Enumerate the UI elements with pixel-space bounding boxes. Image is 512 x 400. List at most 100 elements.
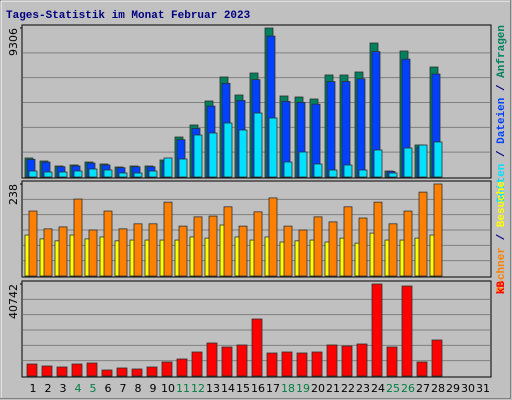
bar <box>43 228 53 277</box>
bar <box>208 132 218 178</box>
bar <box>133 172 143 178</box>
bar <box>133 223 143 277</box>
bar <box>341 345 353 377</box>
bar <box>178 158 188 178</box>
bar <box>356 78 366 178</box>
bar <box>403 210 413 277</box>
legend-separator: / <box>496 227 508 247</box>
bar <box>341 81 351 178</box>
bar <box>86 362 98 377</box>
y-tick-label: 238 <box>7 184 20 205</box>
x-tick-label: 13 <box>206 382 220 395</box>
bar <box>88 168 98 178</box>
bar <box>118 172 128 178</box>
bar <box>356 343 368 377</box>
bar <box>238 225 248 277</box>
bar <box>193 216 203 277</box>
bar <box>58 226 68 277</box>
legend-entry: kB <box>496 281 508 295</box>
bar <box>148 170 158 178</box>
legend-entry: Rechner <box>496 247 508 293</box>
x-tick-label: 12 <box>191 382 205 395</box>
bar <box>403 147 413 178</box>
bar <box>103 210 113 277</box>
bar <box>251 318 263 377</box>
x-tick-label: 1 <box>30 382 37 395</box>
bar <box>26 363 38 377</box>
bar <box>266 352 278 377</box>
x-tick-label: 14 <box>221 382 235 395</box>
bar <box>238 129 248 178</box>
x-tick-label: 4 <box>75 382 82 395</box>
legend: Seiten / Dateien / Anfragen <box>496 25 508 203</box>
x-tick-label: 24 <box>371 382 385 395</box>
x-tick-label: 2 <box>45 382 52 395</box>
x-tick-label: 16 <box>251 382 265 395</box>
bar <box>253 211 263 277</box>
bar <box>223 206 233 277</box>
bar <box>358 169 368 178</box>
bar <box>373 201 383 277</box>
x-tick-label: 7 <box>120 382 127 395</box>
bar <box>371 283 383 377</box>
x-tick-label: 20 <box>311 382 325 395</box>
bar <box>373 149 383 178</box>
bar <box>221 346 233 377</box>
bar <box>328 221 338 277</box>
bar <box>418 144 428 178</box>
bar <box>313 216 323 277</box>
x-tick-label: 17 <box>266 382 280 395</box>
bar <box>56 366 68 377</box>
bar <box>268 197 278 277</box>
bar <box>71 363 83 377</box>
legend-entry: Anfragen <box>496 25 508 78</box>
bar <box>268 117 278 178</box>
bar <box>103 169 113 178</box>
x-tick-label: 26 <box>401 382 415 395</box>
bar <box>118 228 128 277</box>
bar <box>328 169 338 178</box>
bar <box>208 215 218 277</box>
bar <box>433 183 443 277</box>
y-tick-label: 9306 <box>7 28 20 56</box>
bar <box>313 163 323 178</box>
bar <box>433 141 443 178</box>
bar <box>178 225 188 277</box>
bar <box>388 223 398 277</box>
bar <box>326 81 336 178</box>
x-tick-label: 28 <box>431 382 445 395</box>
bar <box>28 170 38 178</box>
bar <box>298 229 308 277</box>
bar <box>416 361 428 377</box>
bar <box>148 223 158 277</box>
bar <box>116 367 128 377</box>
legend-separator: / <box>496 144 508 164</box>
bar <box>283 161 293 178</box>
x-tick-label: 27 <box>416 382 430 395</box>
bar <box>101 369 113 377</box>
x-tick-label: 5 <box>90 382 97 395</box>
y-tick-label: 40742 <box>7 284 20 319</box>
bar <box>43 171 53 178</box>
x-tick-label: 25 <box>386 382 400 395</box>
bar <box>163 201 173 277</box>
bar <box>281 351 293 377</box>
bar <box>388 172 398 178</box>
legend: Rechner / Besuche <box>496 181 508 294</box>
bar <box>311 351 323 377</box>
legend: kB <box>496 281 508 295</box>
legend-entry: Besuche <box>496 181 508 228</box>
x-tick-label: 8 <box>135 382 142 395</box>
x-tick-label: 21 <box>326 382 340 395</box>
bar <box>343 164 353 178</box>
bar <box>191 351 203 377</box>
bar <box>73 198 83 277</box>
bar <box>431 339 443 377</box>
bar <box>223 122 233 178</box>
x-tick-label: 15 <box>236 382 250 395</box>
x-tick-label: 9 <box>150 382 157 395</box>
legend-separator: / <box>496 78 508 98</box>
bar <box>131 368 143 377</box>
x-tick-label: 29 <box>446 382 460 395</box>
